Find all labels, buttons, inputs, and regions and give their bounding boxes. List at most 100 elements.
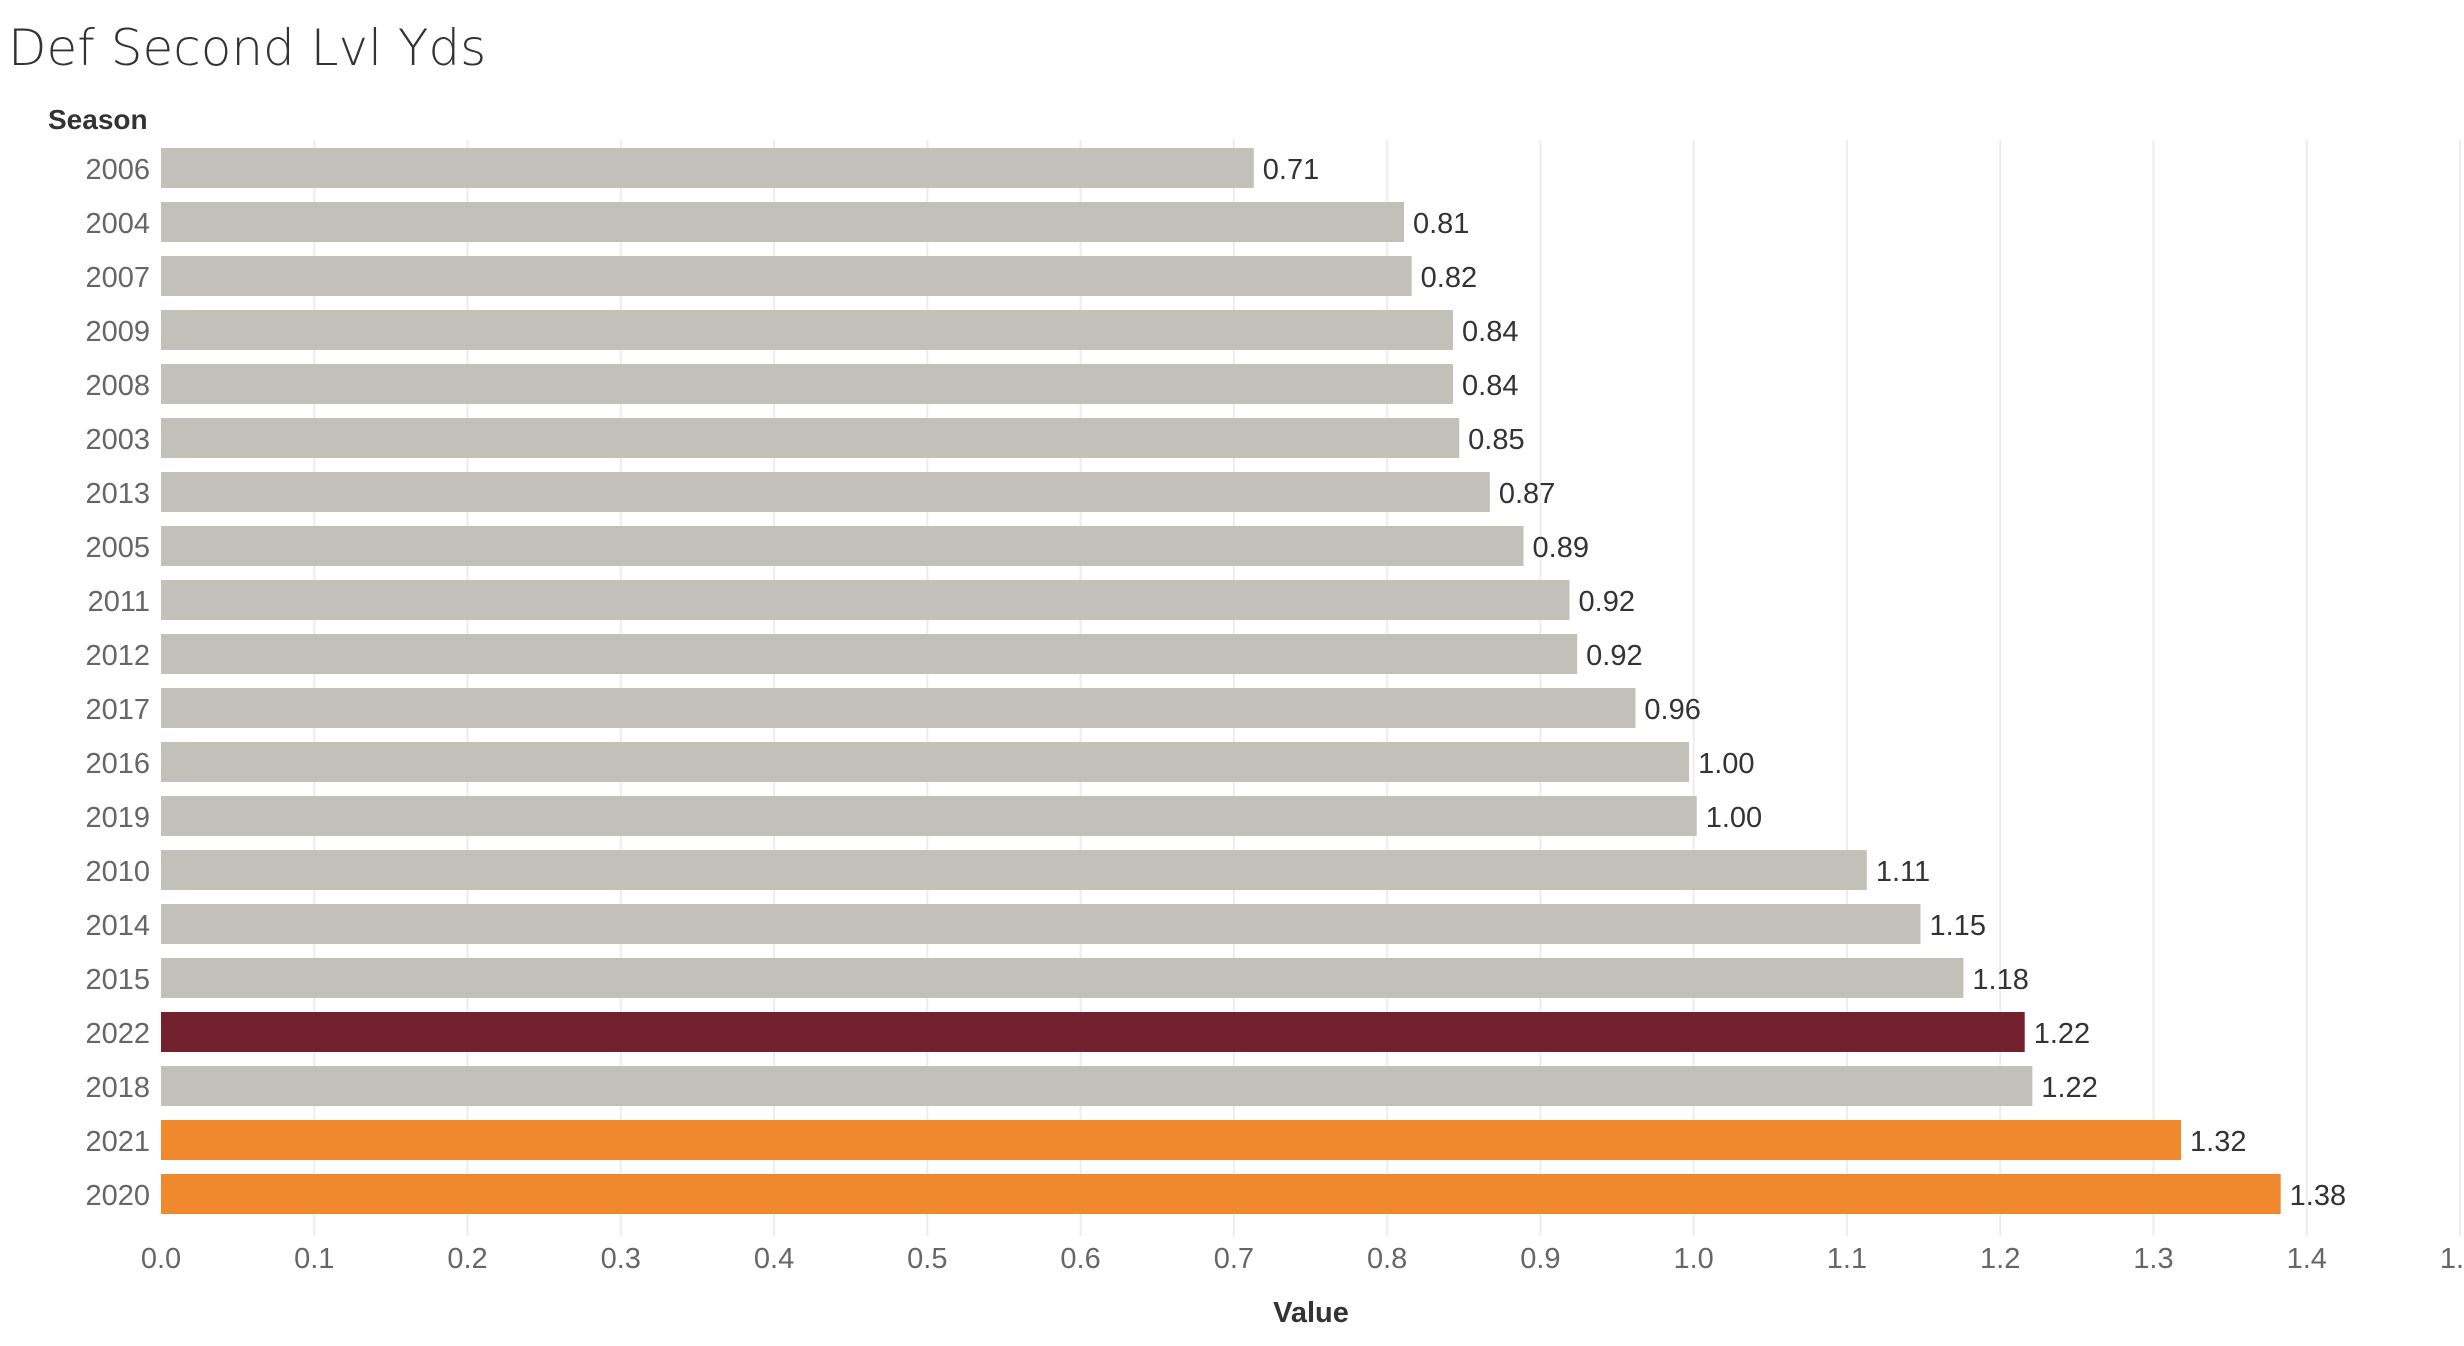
x-axis-ticks: 0.0 0.1 0.2 0.3 0.4 0.5 0.6 0.7 0.8 0.9 1.0 1.1 1.2 1… <box>141 1243 2464 1275</box>
bar <box>161 742 1690 782</box>
category-label: 2021 <box>85 1126 150 1158</box>
x-tick-label: 1.4 <box>2287 1243 2327 1275</box>
category-label: 2014 <box>85 910 150 942</box>
x-tick-label: 0.7 <box>1214 1243 1254 1275</box>
data-label: 0.89 <box>1533 532 1589 564</box>
category-label: 2005 <box>85 532 150 564</box>
data-label: 1.22 <box>2034 1018 2090 1050</box>
data-label: 0.92 <box>1586 640 1642 672</box>
bar <box>161 850 1867 890</box>
bar-row-2007: 2007 0.82 <box>85 256 1477 296</box>
bar <box>161 364 1454 404</box>
category-label: 2018 <box>85 1072 150 1104</box>
x-tick-label: 1.1 <box>1827 1243 1867 1275</box>
bar-row-2016: 2016 1.00 <box>85 742 1755 782</box>
x-tick-label: 0.3 <box>601 1243 641 1275</box>
category-axis-label: Season <box>48 104 148 135</box>
x-tick-label: 0.0 <box>141 1243 181 1275</box>
bar <box>161 148 1254 188</box>
data-label: 0.71 <box>1263 154 1319 186</box>
bar <box>161 526 1524 566</box>
x-tick-label: 1.5 <box>2440 1243 2464 1275</box>
bar <box>161 1066 2033 1106</box>
data-label: 0.87 <box>1499 478 1555 510</box>
bar-row-2008: 2008 0.84 <box>85 364 1518 404</box>
category-label: 2004 <box>85 208 150 240</box>
data-label: 0.84 <box>1462 370 1518 402</box>
data-label: 1.22 <box>2041 1072 2097 1104</box>
category-label: 2017 <box>85 694 150 726</box>
bar-row-2021: 2021 1.32 <box>85 1120 2247 1160</box>
category-label: 2020 <box>85 1180 150 1212</box>
bar-row-2018: 2018 1.22 <box>85 1066 2098 1106</box>
category-label: 2012 <box>85 640 150 672</box>
data-label: 1.38 <box>2290 1180 2346 1212</box>
bars-group: 2006 0.71 2004 0.81 2007 0.82 2009 0.84 2008 0.84… <box>85 148 2346 1214</box>
value-axis-label: Value <box>1273 1297 1349 1329</box>
bar <box>161 418 1460 458</box>
bar-row-2019: 2019 1.00 <box>85 796 1762 836</box>
bar-row-2006: 2006 0.71 <box>85 148 1319 188</box>
category-label: 2010 <box>85 856 150 888</box>
bar <box>161 958 1964 998</box>
bar <box>161 472 1490 512</box>
x-tick-label: 1.2 <box>1980 1243 2020 1275</box>
category-label: 2009 <box>85 316 150 348</box>
bar-row-2004: 2004 0.81 <box>85 202 1469 242</box>
bar <box>161 904 1921 944</box>
bar-row-2020: 2020 1.38 <box>85 1174 2346 1214</box>
bar-row-2003: 2003 0.85 <box>85 418 1525 458</box>
bar-row-2017: 2017 0.96 <box>85 688 1701 728</box>
bar <box>161 634 1578 674</box>
data-label: 1.15 <box>1930 910 1986 942</box>
category-label: 2019 <box>85 802 150 834</box>
bar-row-2014: 2014 1.15 <box>85 904 1986 944</box>
chart-title: Def Second Lvl Yds <box>8 19 486 77</box>
bar <box>161 688 1636 728</box>
bar <box>161 202 1404 242</box>
bar <box>161 580 1570 620</box>
x-tick-label: 0.4 <box>754 1243 794 1275</box>
data-label: 1.18 <box>1972 964 2028 996</box>
category-label: 2006 <box>85 154 150 186</box>
x-tick-label: 0.2 <box>447 1243 487 1275</box>
x-tick-label: 0.6 <box>1060 1243 1100 1275</box>
bar-row-2011: 2011 0.92 <box>88 580 1635 620</box>
bar-row-2005: 2005 0.89 <box>85 526 1589 566</box>
category-label: 2016 <box>85 748 150 780</box>
category-label: 2022 <box>85 1018 150 1050</box>
category-label: 2007 <box>85 262 150 294</box>
bar <box>161 796 1697 836</box>
data-label: 1.11 <box>1876 856 1930 888</box>
bar-row-2010: 2010 1.11 <box>85 850 1930 890</box>
data-label: 1.32 <box>2190 1126 2246 1158</box>
category-label: 2011 <box>88 586 150 618</box>
bar <box>161 1012 2025 1052</box>
data-label: 0.96 <box>1644 694 1700 726</box>
bar <box>161 1174 2281 1214</box>
data-label: 0.81 <box>1413 208 1469 240</box>
data-label: 0.84 <box>1462 316 1518 348</box>
bar-row-2013: 2013 0.87 <box>85 472 1555 512</box>
x-tick-label: 0.1 <box>294 1243 334 1275</box>
x-tick-label: 1.3 <box>2133 1243 2173 1275</box>
data-label: 0.85 <box>1468 424 1524 456</box>
data-label: 1.00 <box>1698 748 1754 780</box>
data-label: 0.82 <box>1421 262 1477 294</box>
bar-row-2009: 2009 0.84 <box>85 310 1518 350</box>
bar <box>161 1120 2182 1160</box>
category-label: 2008 <box>85 370 150 402</box>
data-label: 0.92 <box>1579 586 1635 618</box>
bar-row-2012: 2012 0.92 <box>85 634 1643 674</box>
x-tick-label: 0.5 <box>907 1243 947 1275</box>
category-label: 2015 <box>85 964 150 996</box>
x-tick-label: 0.8 <box>1367 1243 1407 1275</box>
bar <box>161 310 1454 350</box>
x-tick-label: 1.0 <box>1674 1243 1714 1275</box>
data-label: 1.00 <box>1706 802 1762 834</box>
bar-row-2022: 2022 1.22 <box>85 1012 2090 1052</box>
bar <box>161 256 1412 296</box>
category-label: 2003 <box>85 424 150 456</box>
x-tick-label: 0.9 <box>1520 1243 1560 1275</box>
